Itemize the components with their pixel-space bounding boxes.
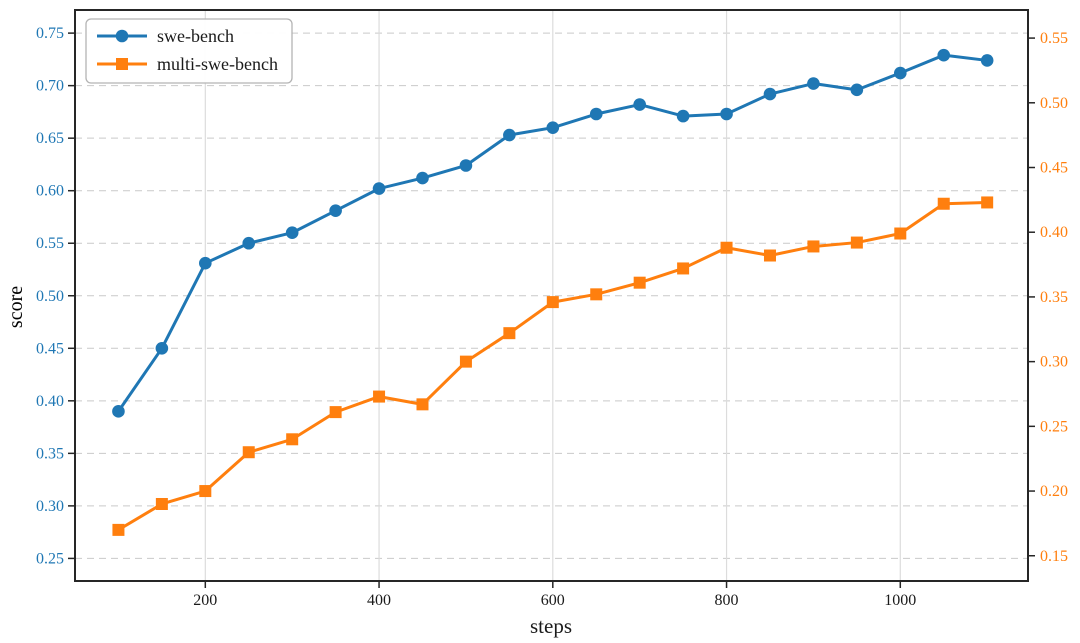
right-axis-tick-label: 0.45 [1040,160,1068,177]
right-axis-tick-label: 0.15 [1040,548,1068,565]
x-axis-tick-label: 400 [367,592,391,609]
x-axis-tick-label: 800 [715,592,739,609]
swe-bench-marker [416,171,429,185]
gridlines [75,10,1028,581]
multi-swe-bench-marker [373,390,386,403]
swe-bench-marker [937,48,951,62]
multi-swe-bench-marker [850,236,863,249]
left-axis-tick-label: 0.25 [36,550,64,567]
multi-swe-bench-marker [416,398,429,411]
swe-bench-marker [546,121,560,134]
swe-bench-marker [850,83,864,97]
right-axis-tick-label: 0.55 [1040,30,1068,47]
swe-bench-marker [980,54,994,67]
swe-bench-marker [155,341,169,355]
x-axis-tick-label: 1000 [884,592,916,609]
multi-swe-bench-marker [894,227,907,240]
left-axis-tick-label: 0.40 [36,393,64,410]
series [112,48,994,536]
multi-swe-bench-marker [720,241,733,254]
multi-swe-bench-marker [242,446,255,459]
swe-bench-marker [720,107,733,121]
x-axis-label: steps [530,614,572,638]
left-axis-tick-label: 0.55 [36,235,64,252]
swe-bench-marker [763,87,777,101]
x-axis-tick-label: 200 [193,592,217,609]
swe-bench-marker [503,128,516,142]
swe-bench-legend-marker [115,29,129,43]
left-axis-tick-label: 0.30 [36,498,64,515]
x-axis-tick-label: 600 [541,592,565,609]
multi-swe-bench-marker [981,196,994,209]
multi-swe-bench-marker [503,327,516,340]
multi-swe-bench-marker [155,497,168,510]
multi-swe-bench-marker [112,523,125,536]
right-axis-tick-label: 0.35 [1040,289,1068,306]
legend-label: swe-bench [157,26,234,46]
multi-swe-bench-marker [763,249,776,262]
y-axis-label: score [5,286,27,328]
swe-bench-marker [199,256,212,270]
legend: swe-bench multi-swe-bench [85,18,293,84]
axes: 0.25 0.30 0.35 0.40 0.45 0.50 0.55 0.60 0.65 0.70… [36,9,1068,609]
right-axis-tick-label: 0.30 [1040,354,1068,371]
multi-swe-bench-legend-marker [116,58,128,70]
multi-swe-bench-marker [677,262,690,275]
left-axis-tick-label: 0.45 [36,340,64,357]
swe-bench-marker [112,405,125,418]
swe-bench-marker [459,159,473,172]
swe-bench-marker [372,182,386,195]
left-axis-tick-label: 0.50 [36,288,64,305]
swe-bench-marker [676,109,690,123]
multi-swe-bench-marker [633,276,646,289]
right-axis-tick-label: 0.40 [1040,224,1068,241]
multi-swe-bench-marker [286,433,299,446]
left-axis-tick-label: 0.70 [36,78,64,95]
swe-bench-marker [329,204,342,217]
left-axis-tick-label: 0.75 [36,25,64,42]
multi-swe-bench-marker [199,485,212,498]
multi-swe-bench-marker [459,355,472,368]
right-axis-tick-label: 0.20 [1040,483,1068,500]
swe-bench-marker [893,66,907,80]
multi-swe-bench-marker [590,288,603,301]
legend-label: multi-swe-bench [157,54,278,74]
left-axis-tick-label: 0.65 [36,130,64,147]
swe-bench-marker [589,107,603,121]
swe-bench-marker [285,226,299,240]
swe-bench-marker [633,98,646,111]
multi-swe-bench-marker [807,240,820,253]
right-axis-tick-label: 0.25 [1040,418,1068,435]
right-axis-tick-label: 0.50 [1040,95,1068,112]
multi-swe-bench-marker [546,296,559,309]
swe-bench-marker [807,77,820,90]
swe-bench-marker [242,236,256,250]
multi-swe-bench-marker [329,406,342,419]
left-axis-tick-label: 0.35 [36,445,64,462]
left-axis-tick-label: 0.60 [36,183,64,200]
multi-swe-bench-marker [937,197,950,210]
